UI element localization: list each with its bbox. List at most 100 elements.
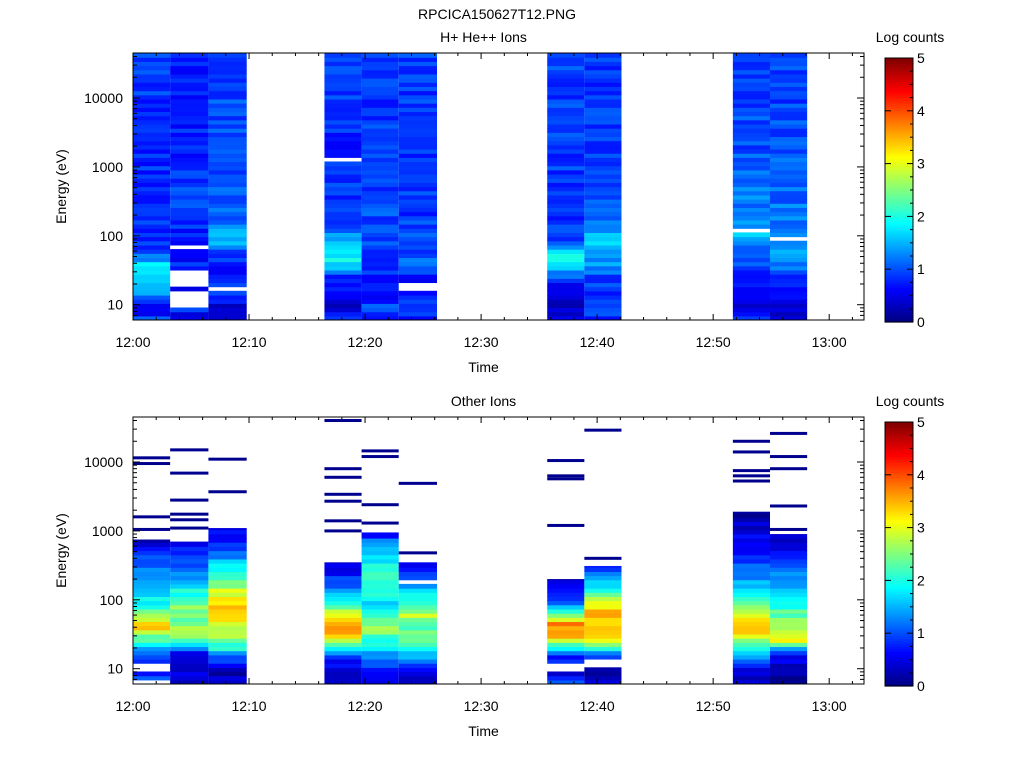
colorbar-segment <box>885 641 913 645</box>
spectrogram-cell <box>170 73 209 79</box>
spectrogram-cell <box>398 294 437 300</box>
colorbar-segment <box>885 187 913 191</box>
spectrogram-cell <box>770 617 808 623</box>
colorbar-segment <box>885 261 913 265</box>
colorbar-segment <box>885 171 913 175</box>
spectrogram-cell <box>208 307 247 313</box>
spectrogram-cell <box>770 663 808 668</box>
spectrogram-cell <box>398 236 437 242</box>
spectrogram-cell <box>208 608 247 614</box>
spectrogram-cell <box>361 290 399 296</box>
time-column <box>133 456 171 681</box>
colorbar-segment <box>885 155 913 159</box>
colorbar-segment <box>885 205 913 210</box>
spectrogram-cell <box>770 679 808 684</box>
time-column <box>324 419 362 684</box>
spectrogram-cell <box>770 667 808 673</box>
spectrogram-cell <box>170 148 209 154</box>
spectrogram-cell <box>732 207 771 213</box>
colorbar-segment <box>885 266 913 270</box>
spectrogram-cell <box>584 157 622 163</box>
spectrogram-cell <box>170 679 209 684</box>
spectrogram-cell <box>547 53 585 58</box>
spectrogram-cell <box>770 144 808 150</box>
spectrogram-cell <box>324 658 362 664</box>
colorbar-tick-label: 1 <box>917 261 925 277</box>
spectrogram-cell <box>398 190 437 196</box>
spectrogram-cell <box>170 228 209 233</box>
spectrogram-cell <box>324 244 362 250</box>
sparse-count-line <box>208 490 247 494</box>
spectrogram-cell <box>770 173 808 179</box>
spectrogram-cell <box>361 286 399 292</box>
spectrogram-cell <box>208 537 247 543</box>
spectrogram-cell <box>133 675 171 681</box>
colorbar-segment <box>885 662 913 666</box>
spectrogram-cell <box>732 244 771 250</box>
spectrogram-cell <box>361 119 399 125</box>
spectrogram-cell <box>732 261 771 267</box>
spectrogram-cell <box>584 236 622 242</box>
spectrogram-cell <box>770 228 808 233</box>
colorbar-segment <box>885 118 913 122</box>
spectrogram-cell <box>208 294 247 300</box>
spectrogram-cell <box>547 161 585 167</box>
spectrogram-cell <box>547 654 585 660</box>
spectrogram-cell <box>170 199 209 204</box>
spectrogram-cell <box>133 207 171 213</box>
colorbar-segment <box>885 58 913 62</box>
spectrogram-cell <box>133 542 171 547</box>
spectrogram-cell <box>208 282 247 288</box>
spectrogram-cell <box>770 240 808 246</box>
colorbar-tick-label: 0 <box>917 678 925 694</box>
spectrogram-cell <box>361 249 399 254</box>
spectrogram-cell <box>547 132 585 138</box>
spectrogram-cell <box>732 529 771 535</box>
sparse-count-line <box>770 455 808 459</box>
spectrogram-cell <box>324 73 362 79</box>
colorbar-segment <box>885 672 913 677</box>
y-tick-label: 10000 <box>84 454 123 470</box>
spectrogram-cells <box>133 53 808 320</box>
spectrogram-cell <box>133 140 171 146</box>
spectrogram-cell <box>170 144 209 150</box>
spectrogram-cell <box>398 249 437 254</box>
spectrogram-cell <box>133 57 171 62</box>
spectrogram-cell <box>170 178 209 183</box>
spectrogram-cell <box>547 315 585 320</box>
colorbar-segment <box>885 126 913 130</box>
spectrogram-cell <box>770 542 808 547</box>
x-tick-label: 13:00 <box>812 334 847 350</box>
colorbar-segment <box>885 622 913 626</box>
spectrogram-cell <box>398 173 437 179</box>
spectrogram-cell <box>732 654 771 660</box>
spectrogram-cell <box>770 119 808 125</box>
spectrogram-cell <box>398 219 437 225</box>
spectrogram-cell <box>547 194 585 200</box>
spectrogram-cell <box>398 128 437 133</box>
spectrogram-cell <box>547 148 585 154</box>
spectrogram-cell <box>732 169 771 175</box>
colorbar-segment <box>885 654 913 658</box>
spectrogram-cell <box>398 269 437 275</box>
spectrogram-cell <box>133 671 171 677</box>
spectrogram-cell <box>361 65 399 71</box>
spectrogram-cell <box>170 571 209 577</box>
spectrogram-cell <box>324 642 362 648</box>
colorbar-segment <box>885 73 913 78</box>
sparse-count-line <box>324 475 362 479</box>
spectrogram-cell <box>324 103 362 108</box>
spectrogram-cell <box>170 265 209 271</box>
spectrogram-cell <box>133 303 171 309</box>
spectrogram-cell <box>770 161 808 167</box>
spectrogram-cell <box>398 629 437 635</box>
spectrogram-cell <box>584 588 622 593</box>
spectrogram-cell <box>584 94 622 100</box>
spectrogram-cell <box>398 621 437 627</box>
colorbar-segment <box>885 667 913 671</box>
spectrogram-cell <box>732 190 771 196</box>
spectrogram-cell <box>584 592 622 597</box>
spectrogram-cell <box>361 575 399 581</box>
spectrogram-cell <box>133 98 171 104</box>
